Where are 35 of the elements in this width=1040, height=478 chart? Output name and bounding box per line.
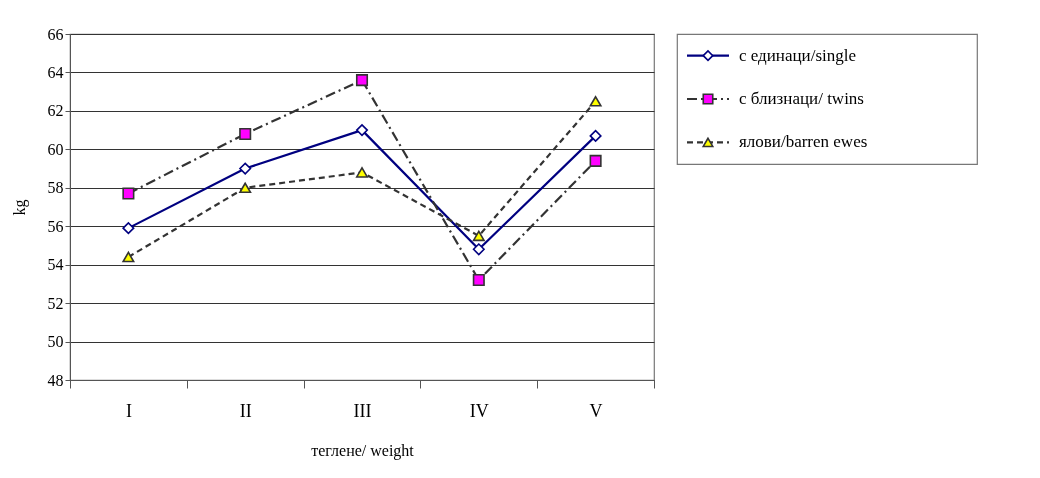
point [355, 124, 369, 137]
point [355, 74, 369, 87]
point [589, 129, 602, 142]
point [472, 243, 485, 256]
point [472, 230, 485, 242]
y-tick-label: 52 [47, 294, 64, 312]
point [239, 127, 252, 140]
y-tick-label: 66 [47, 25, 64, 43]
y-tick-label: 50 [47, 333, 64, 351]
x-tick-label: II [239, 400, 252, 421]
point [122, 187, 135, 200]
y-tick-label: 62 [47, 102, 64, 120]
y-tick-label: 48 [47, 371, 64, 389]
point [472, 274, 485, 287]
legend-label: с единаци/single [739, 45, 857, 65]
legend-label: с близнаци/ twins [739, 89, 864, 108]
y-tick-label: 60 [47, 140, 64, 158]
y-tick-label: 64 [47, 63, 64, 81]
point [589, 95, 602, 107]
point [122, 251, 135, 263]
point [122, 222, 135, 235]
x-tick-label: IV [469, 400, 489, 421]
legend-label: ялови/barren ewes [739, 132, 868, 152]
point [589, 154, 602, 167]
y-tick-label: 58 [47, 179, 64, 197]
y-tick-label: 56 [47, 217, 64, 235]
point [355, 167, 369, 178]
x-tick-label: I [125, 400, 132, 421]
x-tick-label: III [353, 400, 372, 421]
y-axis-title: kg [10, 199, 29, 216]
x-axis-title: теглене/ weight [311, 441, 415, 460]
x-tick-label: V [589, 400, 603, 421]
point [239, 182, 252, 194]
point [239, 162, 252, 175]
y-tick-label: 54 [47, 256, 64, 274]
